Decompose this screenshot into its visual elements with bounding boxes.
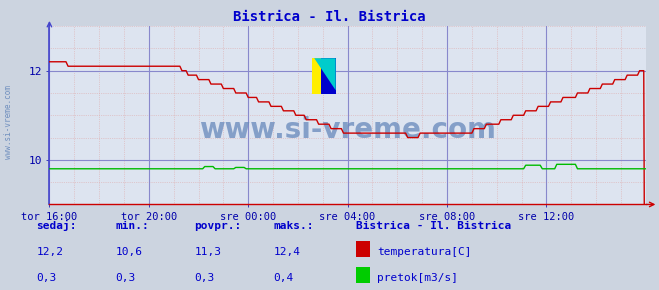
Text: www.si-vreme.com: www.si-vreme.com [199, 115, 496, 144]
Text: 0,3: 0,3 [194, 273, 215, 283]
Text: min.:: min.: [115, 221, 149, 231]
Text: pretok[m3/s]: pretok[m3/s] [377, 273, 458, 283]
Text: Bistrica - Il. Bistrica: Bistrica - Il. Bistrica [233, 10, 426, 24]
Polygon shape [314, 58, 335, 90]
Text: 0,3: 0,3 [36, 273, 57, 283]
Text: www.si-vreme.com: www.si-vreme.com [4, 85, 13, 159]
Text: 0,3: 0,3 [115, 273, 136, 283]
Text: povpr.:: povpr.: [194, 221, 242, 231]
FancyBboxPatch shape [312, 58, 335, 94]
Text: Bistrica - Il. Bistrica: Bistrica - Il. Bistrica [356, 221, 511, 231]
Text: maks.:: maks.: [273, 221, 314, 231]
Text: 12,2: 12,2 [36, 247, 63, 257]
Text: 0,4: 0,4 [273, 273, 294, 283]
Text: 10,6: 10,6 [115, 247, 142, 257]
FancyBboxPatch shape [322, 58, 335, 94]
Text: 11,3: 11,3 [194, 247, 221, 257]
Text: sedaj:: sedaj: [36, 220, 76, 231]
Text: 12,4: 12,4 [273, 247, 301, 257]
Text: temperatura[C]: temperatura[C] [377, 247, 471, 257]
